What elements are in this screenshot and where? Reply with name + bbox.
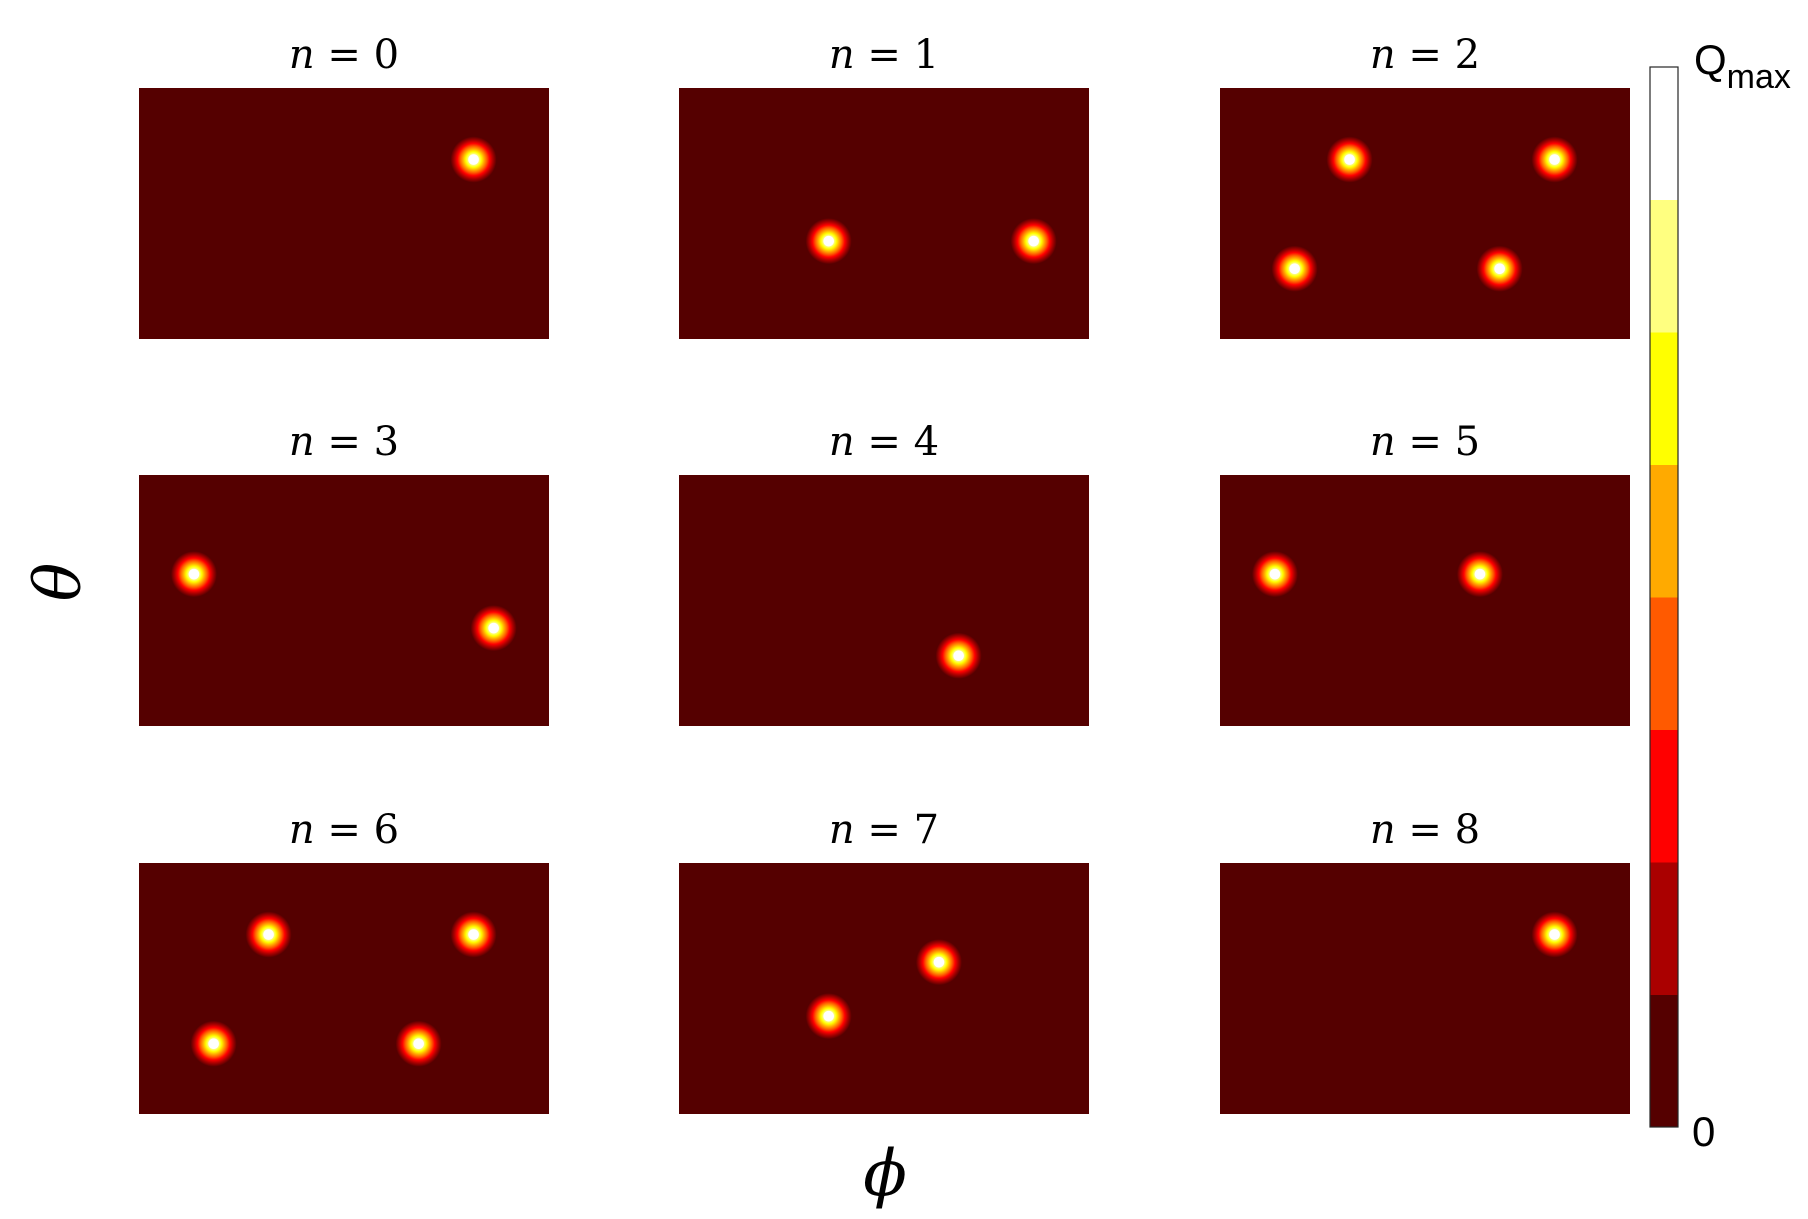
peak-spot (1456, 551, 1503, 598)
colorbar: Qmax 0 (1649, 36, 1791, 1155)
panel-title: n = 4 (829, 419, 939, 465)
panel-background (1220, 88, 1630, 339)
colorbar-level (1650, 994, 1678, 1128)
panel-n0: n = 0 (139, 32, 549, 339)
x-axis-label: ϕ (863, 1137, 907, 1211)
panel-background (679, 475, 1089, 726)
peak-spot (395, 1020, 442, 1067)
peak-spot (1531, 136, 1578, 183)
colorbar-level (1650, 597, 1678, 730)
peak-spot (1271, 245, 1318, 292)
panel-n5: n = 5 (1220, 419, 1630, 726)
peak-spot (170, 551, 217, 598)
peak-spot (935, 632, 982, 679)
panel-n4: n = 4 (679, 419, 1089, 726)
peak-spot (450, 911, 497, 958)
colorbar-level (1650, 729, 1678, 863)
peak-spot (805, 218, 852, 265)
peak-spot (190, 1020, 237, 1067)
peak-spot (1010, 218, 1057, 265)
peak-spot (1251, 551, 1298, 598)
peak-spot (450, 136, 497, 183)
panel-title: n = 5 (1370, 419, 1480, 465)
panel-background (139, 475, 549, 726)
peak-spot (1531, 911, 1578, 958)
colorbar-level (1650, 862, 1678, 995)
colorbar-level (1650, 67, 1678, 200)
panel-title: n = 7 (829, 807, 939, 853)
panel-background (139, 863, 549, 1114)
panels-group: n = 0 n = 1 n = 2 n = 3 n = 4 n = 5 n = 6 n = 7… (139, 32, 1630, 1114)
panel-title: n = 2 (1370, 32, 1480, 78)
colorbar-level (1650, 199, 1678, 333)
panel-background (679, 88, 1089, 339)
panel-n6: n = 6 (139, 807, 549, 1114)
peak-spot (1476, 245, 1523, 292)
peak-spot (805, 993, 852, 1040)
panel-title: n = 3 (289, 419, 399, 465)
peak-spot (245, 911, 292, 958)
peak-spot (915, 939, 962, 986)
colorbar-max-label: Qmax (1694, 36, 1791, 96)
panel-n2: n = 2 (1220, 32, 1630, 339)
peak-spot (1326, 136, 1373, 183)
panel-background (1220, 863, 1630, 1114)
panel-n3: n = 3 (139, 419, 549, 726)
panel-title: n = 1 (829, 32, 939, 78)
y-axis-label: θ (22, 563, 96, 602)
colorbar-level (1650, 332, 1678, 465)
panel-background (679, 863, 1089, 1114)
panel-background (1220, 475, 1630, 726)
panel-background (139, 88, 549, 339)
panel-title: n = 0 (289, 32, 399, 78)
panel-title: n = 6 (289, 807, 399, 853)
peak-spot (470, 605, 517, 652)
panel-n1: n = 1 (679, 32, 1089, 339)
colorbar-level (1650, 464, 1678, 598)
colorbar-min-label: 0 (1692, 1108, 1715, 1155)
panel-title: n = 8 (1370, 807, 1480, 853)
panel-n8: n = 8 (1220, 807, 1630, 1114)
colorbar-frame (1649, 66, 1679, 1128)
panel-n7: n = 7 (679, 807, 1089, 1114)
